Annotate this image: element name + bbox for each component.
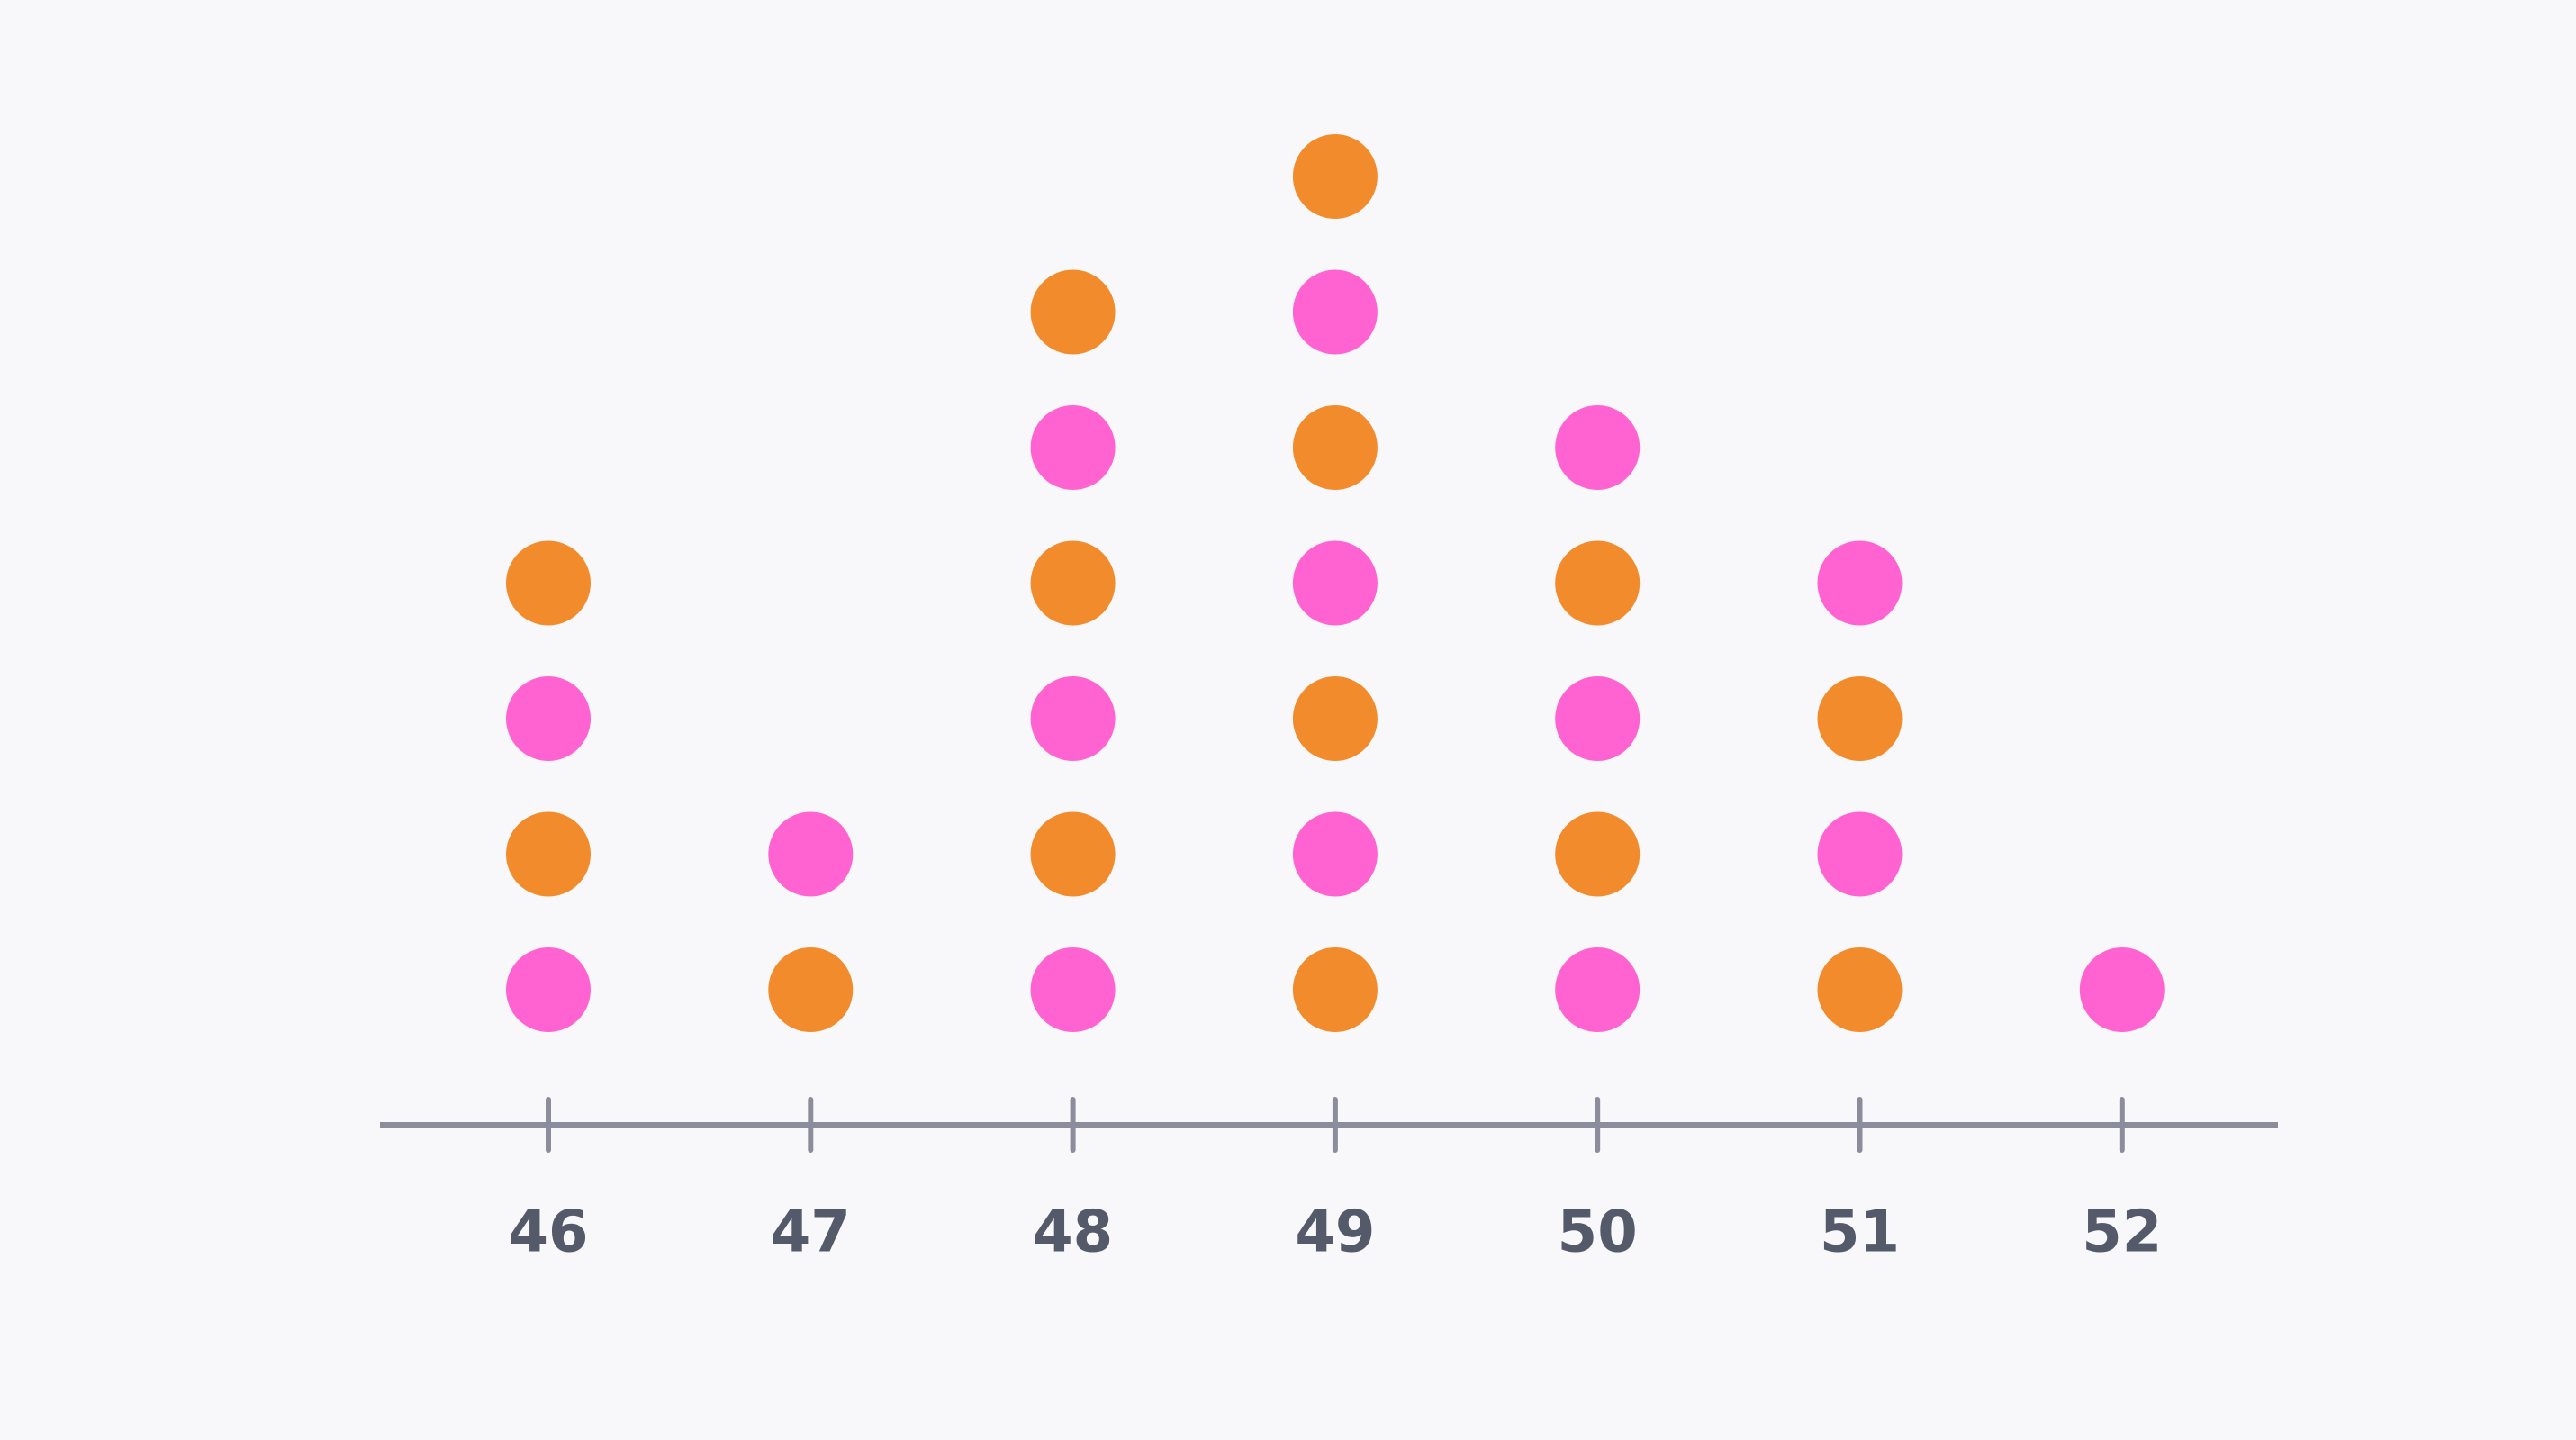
dots-layer <box>506 134 2165 1032</box>
dot-46-4 <box>506 540 591 626</box>
dot-51-3 <box>1817 676 1903 761</box>
dot-50-4 <box>1555 540 1641 626</box>
dot-48-6 <box>1030 269 1116 355</box>
x-tick-label-46: 46 <box>508 1200 588 1266</box>
dot-49-1 <box>1292 947 1378 1032</box>
dot-48-2 <box>1030 811 1116 897</box>
dot-49-7 <box>1292 134 1378 219</box>
dot-49-5 <box>1292 405 1378 490</box>
dot-46-2 <box>506 811 591 897</box>
dot-48-3 <box>1030 676 1116 761</box>
dot-49-2 <box>1292 811 1378 897</box>
dot-49-4 <box>1292 540 1378 626</box>
dot-51-2 <box>1817 811 1903 897</box>
dot-50-2 <box>1555 811 1641 897</box>
dot-47-2 <box>768 811 854 897</box>
dot-48-1 <box>1030 947 1116 1032</box>
dot-52-1 <box>2079 947 2165 1032</box>
dot-50-1 <box>1555 947 1641 1032</box>
x-tick-label-51: 51 <box>1820 1200 1900 1266</box>
dot-46-3 <box>506 676 591 761</box>
dot-50-3 <box>1555 676 1641 761</box>
x-tick-label-50: 50 <box>1558 1200 1638 1266</box>
x-tick-label-49: 49 <box>1295 1200 1375 1266</box>
x-tick-label-48: 48 <box>1033 1200 1113 1266</box>
dot-48-5 <box>1030 405 1116 490</box>
x-axis-ticks <box>546 1097 2125 1153</box>
dot-51-1 <box>1817 947 1903 1032</box>
dot-47-1 <box>768 947 854 1032</box>
dot-46-1 <box>506 947 591 1032</box>
dot-49-3 <box>1292 676 1378 761</box>
dot-49-6 <box>1292 269 1378 355</box>
x-tick-label-52: 52 <box>2082 1200 2162 1266</box>
dot-48-4 <box>1030 540 1116 626</box>
x-tick-label-47: 47 <box>771 1200 851 1266</box>
dot-51-4 <box>1817 540 1903 626</box>
x-axis-tick-labels: 46 47 48 49 50 51 52 <box>508 1200 2162 1266</box>
dot-50-5 <box>1555 405 1641 490</box>
